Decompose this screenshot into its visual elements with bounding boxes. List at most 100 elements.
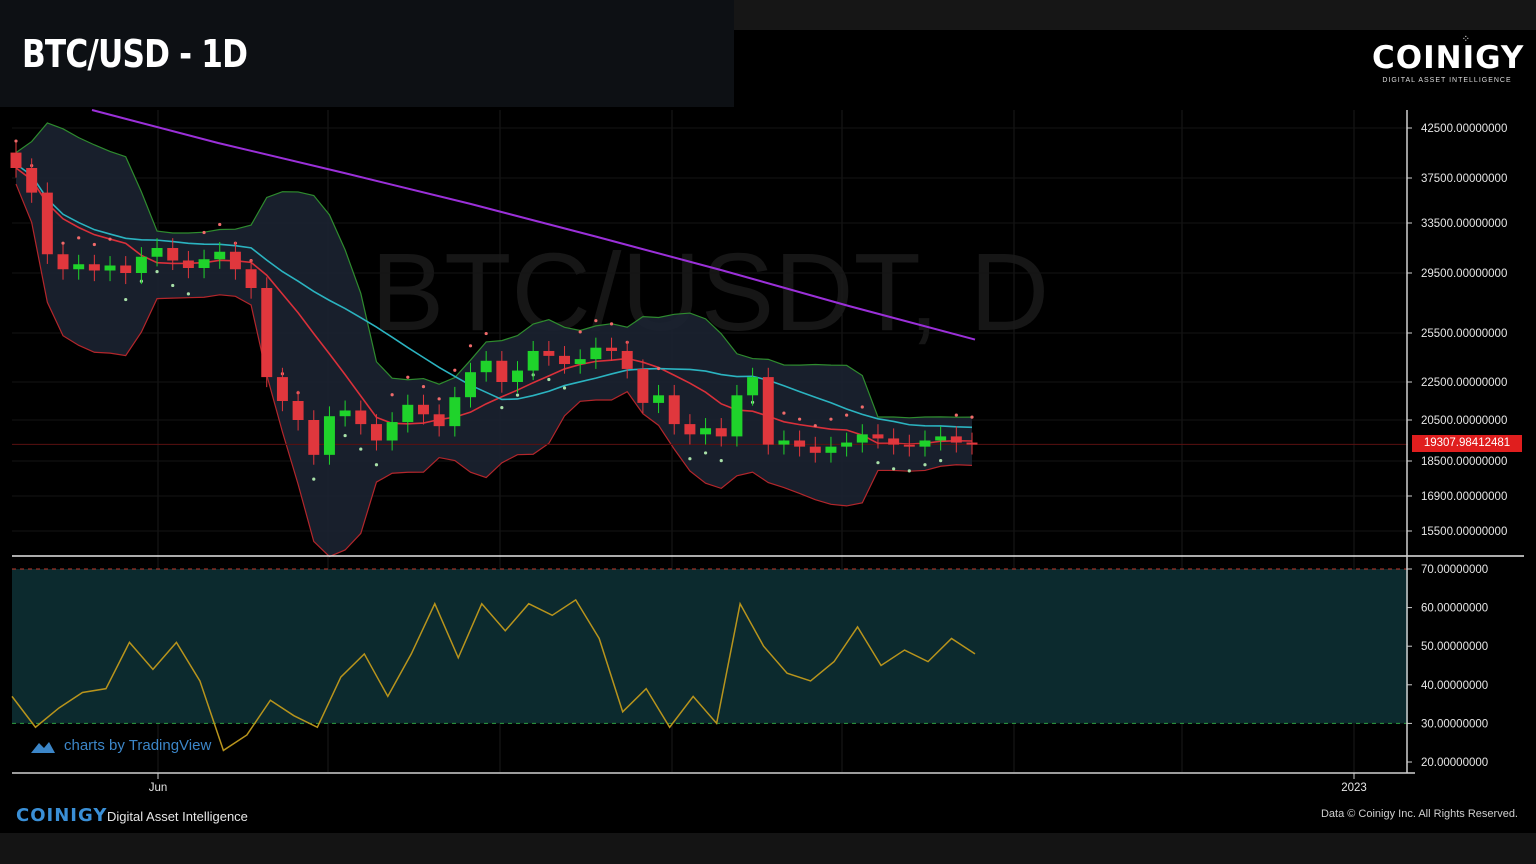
sar-dot bbox=[907, 469, 911, 473]
ma-long-line bbox=[91, 109, 976, 341]
candle-body bbox=[715, 428, 727, 437]
candle-body bbox=[104, 265, 116, 271]
sar-dot bbox=[374, 463, 379, 467]
sar-dot bbox=[829, 417, 833, 421]
candle-body bbox=[480, 360, 492, 373]
sar-dot bbox=[92, 242, 96, 247]
candle-body bbox=[339, 410, 351, 417]
sar-dot bbox=[719, 459, 723, 463]
price-tick-label: 33500.00000000 bbox=[1421, 218, 1507, 230]
candle-body bbox=[809, 446, 821, 453]
rsi-tick-label: 70.00000000 bbox=[1421, 564, 1488, 576]
candle-body bbox=[778, 440, 790, 445]
bollinger-bands bbox=[15, 122, 973, 558]
sar-dot bbox=[186, 292, 190, 296]
candle-body bbox=[229, 251, 241, 270]
candle-body bbox=[261, 288, 273, 378]
candle-body bbox=[841, 442, 853, 447]
candle-body bbox=[182, 260, 194, 268]
axes: 42500.00000000 37500.00000000 33500.000000… bbox=[12, 110, 1524, 794]
candle-body bbox=[198, 259, 210, 268]
logo-tagline: DIGITAL ASSET INTELLIGENCE bbox=[1382, 77, 1512, 84]
sar-dot bbox=[14, 139, 18, 143]
candle-body bbox=[292, 401, 304, 420]
tradingview-attribution[interactable]: charts by TradingView bbox=[30, 737, 211, 754]
sar-dot bbox=[406, 375, 410, 379]
sar-dot bbox=[860, 405, 864, 409]
sar-dot bbox=[500, 406, 504, 410]
candle-body bbox=[449, 397, 461, 427]
price-tick-label: 15500.00000000 bbox=[1421, 526, 1507, 538]
sar-dot bbox=[421, 385, 426, 389]
candles bbox=[10, 142, 978, 465]
footer-copyright: Data © Coinigy Inc. All Rights Reserved. bbox=[1320, 808, 1518, 820]
candle-body bbox=[57, 254, 69, 270]
candle-body bbox=[323, 416, 335, 455]
x-tick-label: Jun bbox=[149, 782, 168, 794]
sar-dot bbox=[312, 477, 316, 481]
sar-dot bbox=[218, 222, 222, 227]
sar-dot bbox=[108, 237, 112, 241]
candle-body bbox=[88, 264, 100, 271]
bollinger-lower bbox=[15, 183, 973, 558]
sar-dot bbox=[876, 461, 880, 465]
sar-dot bbox=[609, 322, 614, 326]
candle-body bbox=[559, 355, 571, 365]
candle-body bbox=[214, 251, 226, 260]
logo-dot-icon: ⁘ bbox=[1461, 34, 1470, 45]
sar-dot bbox=[688, 457, 692, 461]
sar-dot bbox=[171, 283, 175, 288]
candle-body bbox=[794, 440, 806, 447]
tradingview-label: charts by TradingView bbox=[64, 737, 212, 754]
sar-dot bbox=[970, 415, 974, 419]
bollinger-upper bbox=[15, 122, 973, 419]
sar-dot bbox=[939, 459, 943, 463]
sar-dot bbox=[124, 297, 128, 302]
candle-body bbox=[167, 248, 179, 261]
candle-body bbox=[73, 264, 85, 270]
sar-dot bbox=[155, 270, 159, 274]
x-tick-label: 2023 bbox=[1341, 782, 1367, 794]
sar-dot bbox=[77, 236, 81, 240]
chart-title: BTC/USD - 1D bbox=[22, 32, 248, 76]
price-tick-label: 42500.00000000 bbox=[1421, 123, 1507, 135]
candle-body bbox=[606, 347, 618, 351]
candle-body bbox=[135, 256, 147, 273]
sar-dot bbox=[390, 393, 394, 397]
candle-body bbox=[653, 395, 665, 403]
title-panel: BTC/USD - 1D bbox=[0, 0, 734, 107]
sar-dot bbox=[892, 467, 896, 471]
price-tick-label: 37500.00000000 bbox=[1421, 173, 1507, 185]
price-tick-label: 20500.00000000 bbox=[1421, 415, 1507, 427]
candle-body bbox=[41, 192, 53, 255]
rsi-series-line bbox=[11, 598, 976, 752]
sar-dot bbox=[594, 319, 598, 323]
candle-body bbox=[276, 377, 288, 401]
candle-body bbox=[543, 350, 555, 356]
sar-dot bbox=[798, 417, 802, 421]
sar-dot bbox=[453, 368, 457, 372]
coinigy-logo: ⁘ COINIGY DIGITAL ASSET INTELLIGENCE bbox=[1372, 34, 1525, 84]
price-tick-label: 16900.00000000 bbox=[1421, 491, 1507, 503]
candle-body bbox=[527, 350, 539, 371]
footer-tagline: Digital Asset Intelligence bbox=[107, 809, 248, 824]
candle-body bbox=[574, 359, 586, 365]
candle-body bbox=[621, 350, 633, 369]
sar-dot bbox=[515, 393, 520, 397]
logo-name: COINIGY bbox=[1372, 40, 1525, 76]
candle-body bbox=[856, 434, 868, 443]
rsi-tick-label: 30.00000000 bbox=[1421, 718, 1488, 730]
candle-body bbox=[496, 360, 508, 382]
candle-body bbox=[700, 428, 712, 435]
sar-dot bbox=[547, 377, 551, 382]
rsi-zone bbox=[12, 568, 1408, 724]
candle-body bbox=[637, 368, 649, 403]
rsi-tick-label: 50.00000000 bbox=[1421, 641, 1488, 653]
footer-logo: COINIGY bbox=[16, 805, 108, 826]
sar-dot bbox=[656, 366, 661, 371]
sar-dot bbox=[359, 447, 363, 451]
sar-dot bbox=[954, 413, 958, 417]
sar-dot bbox=[923, 463, 927, 467]
price-tick-label: 18500.00000000 bbox=[1421, 456, 1507, 468]
